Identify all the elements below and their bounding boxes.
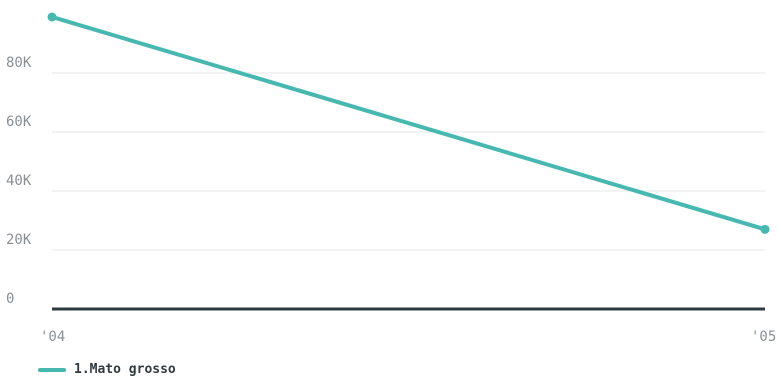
data-point[interactable] [47,12,57,22]
y-tick-label: 0 [6,291,14,307]
gridlines [52,72,765,311]
x-tick-label: '04 [40,329,65,345]
data-point[interactable] [760,224,770,234]
y-tick-label: 60K [6,114,32,130]
y-tick-label: 40K [6,173,32,189]
legend-swatch [38,367,66,372]
y-axis-ticks: 0 20K 40K 60K 80K [6,55,32,307]
legend-label-mato-grosso: 1.Mato grosso [74,362,176,377]
series-lines [47,12,770,234]
y-tick-label: 20K [6,232,32,248]
series-line-mato-grosso [50,14,767,232]
legend: 1.Mato grosso [38,362,176,377]
y-tick-label: 80K [6,55,32,71]
x-tick-label: '05 [751,329,776,345]
x-axis-ticks: '04 '05 [40,329,776,345]
